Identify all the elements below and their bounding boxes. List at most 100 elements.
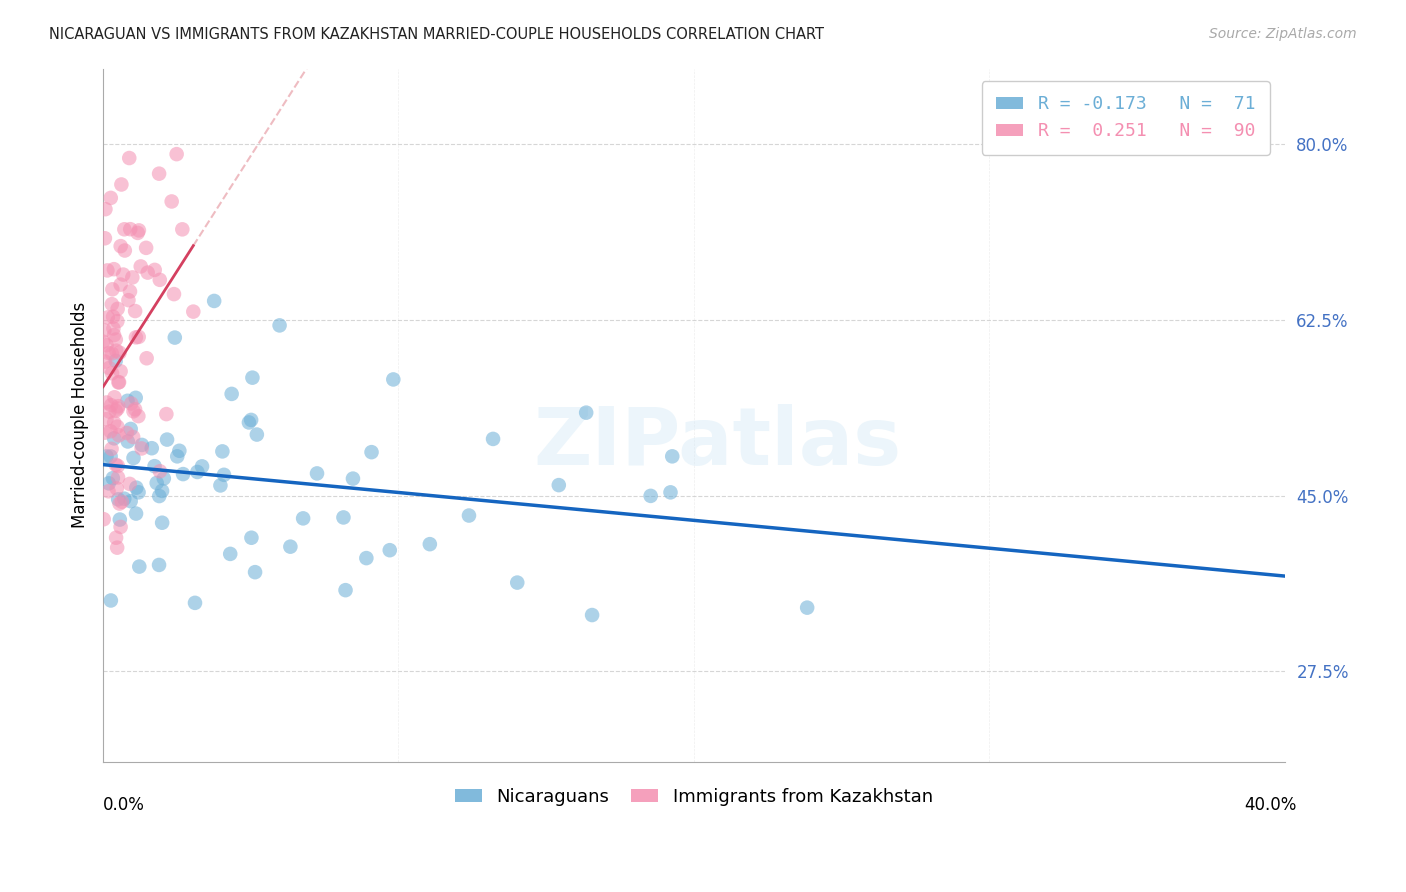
Point: [111, 495, 134, 509]
Point: [124, 402, 146, 417]
Point: [221, 387, 243, 401]
Point: [118, 476, 141, 491]
Point: [166, 147, 188, 161]
Point: [292, 511, 315, 525]
Point: [114, 244, 136, 258]
Point: [148, 489, 170, 503]
Point: [100, 398, 122, 412]
Point: [342, 472, 364, 486]
Point: [155, 407, 177, 421]
Point: [96, 395, 118, 409]
Point: [115, 425, 138, 440]
Point: [101, 310, 124, 324]
Point: [240, 531, 263, 545]
Point: [482, 432, 505, 446]
Point: [120, 396, 142, 410]
Point: [107, 492, 129, 507]
Point: [107, 458, 129, 473]
Point: [125, 507, 148, 521]
Y-axis label: Married-couple Households: Married-couple Households: [72, 302, 89, 528]
Point: [120, 494, 142, 508]
Point: [108, 428, 131, 442]
Legend: Nicaraguans, Immigrants from Kazakhstan: Nicaraguans, Immigrants from Kazakhstan: [446, 779, 942, 815]
Point: [148, 167, 170, 181]
Point: [246, 427, 269, 442]
Point: [211, 444, 233, 458]
Point: [149, 464, 172, 478]
Point: [118, 285, 141, 299]
Point: [103, 321, 125, 335]
Point: [101, 282, 124, 296]
Point: [96, 338, 118, 352]
Point: [181, 304, 204, 318]
Point: [105, 482, 128, 496]
Point: [104, 354, 127, 368]
Point: [125, 481, 148, 495]
Point: [184, 596, 207, 610]
Point: [128, 559, 150, 574]
Point: [122, 450, 145, 465]
Point: [127, 409, 149, 424]
Point: [101, 366, 124, 380]
Point: [356, 551, 378, 566]
Text: Source: ZipAtlas.com: Source: ZipAtlas.com: [1209, 27, 1357, 41]
Point: [135, 241, 157, 255]
Point: [269, 318, 291, 333]
Point: [458, 508, 481, 523]
Point: [97, 484, 120, 499]
Point: [163, 287, 186, 301]
Point: [105, 531, 128, 545]
Point: [108, 512, 131, 526]
Point: [100, 593, 122, 607]
Point: [105, 343, 128, 358]
Point: [150, 516, 173, 530]
Point: [172, 467, 194, 481]
Point: [94, 231, 117, 245]
Point: [100, 424, 122, 438]
Text: 0.0%: 0.0%: [103, 797, 145, 814]
Point: [107, 401, 129, 416]
Point: [169, 443, 191, 458]
Point: [117, 393, 139, 408]
Point: [419, 537, 441, 551]
Point: [104, 404, 127, 418]
Point: [108, 375, 131, 389]
Point: [120, 422, 142, 436]
Point: [575, 406, 598, 420]
Point: [101, 346, 124, 360]
Point: [105, 314, 128, 328]
Point: [120, 222, 142, 236]
Point: [166, 450, 188, 464]
Point: [128, 330, 150, 344]
Point: [661, 450, 683, 464]
Point: [360, 445, 382, 459]
Point: [100, 442, 122, 456]
Point: [127, 226, 149, 240]
Point: [121, 270, 143, 285]
Point: [143, 459, 166, 474]
Point: [506, 575, 529, 590]
Point: [202, 293, 225, 308]
Point: [110, 178, 132, 192]
Point: [112, 491, 135, 506]
Point: [122, 430, 145, 444]
Point: [163, 330, 186, 344]
Point: [547, 478, 569, 492]
Text: NICARAGUAN VS IMMIGRANTS FROM KAZAKHSTAN MARRIED-COUPLE HOUSEHOLDS CORRELATION C: NICARAGUAN VS IMMIGRANTS FROM KAZAKHSTAN…: [49, 27, 824, 42]
Point: [128, 485, 150, 500]
Point: [125, 330, 148, 344]
Point: [96, 450, 118, 464]
Point: [118, 151, 141, 165]
Point: [101, 297, 124, 311]
Point: [104, 458, 127, 472]
Point: [219, 547, 242, 561]
Point: [122, 404, 145, 418]
Point: [103, 431, 125, 445]
Point: [209, 478, 232, 492]
Point: [335, 583, 357, 598]
Point: [94, 354, 117, 368]
Point: [305, 467, 328, 481]
Point: [149, 273, 172, 287]
Text: ZIPatlas: ZIPatlas: [533, 404, 901, 482]
Point: [186, 465, 208, 479]
